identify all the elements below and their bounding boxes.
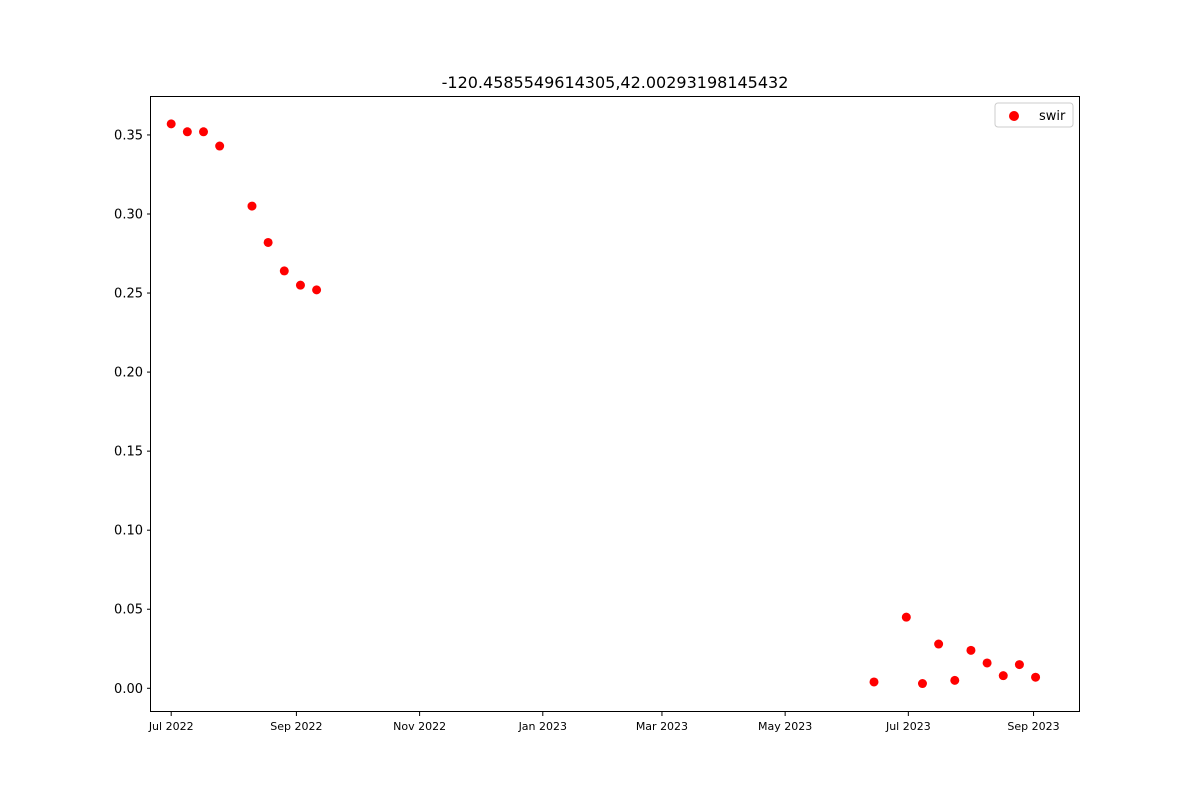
data-point	[215, 141, 225, 151]
y-axis: 0.00 0.05 0.10 0.15 0.20 0.25 0.30 0.35	[114, 128, 151, 697]
data-points	[166, 119, 1041, 689]
data-point	[1031, 672, 1041, 682]
data-point	[998, 671, 1008, 681]
y-tick-label: 0.30	[114, 207, 143, 222]
x-axis: Jul 2022 Sep 2022 Nov 2022 Jan 2023 Mar 2023…	[148, 712, 1060, 733]
data-point	[966, 645, 976, 655]
data-point	[982, 658, 992, 668]
data-point	[901, 612, 911, 622]
data-point	[934, 639, 944, 649]
y-tick-label: 0.25	[114, 287, 143, 302]
y-tick-label: 0.35	[114, 128, 143, 143]
data-point	[1014, 660, 1024, 670]
x-tick-label: Mar 2023	[636, 720, 688, 733]
legend-label: swir	[1039, 109, 1066, 124]
chart-title: -120.4585549614305,42.00293198145432	[442, 73, 789, 92]
x-tick-label: Jul 2022	[148, 720, 194, 733]
y-tick-label: 0.15	[114, 445, 143, 460]
data-point	[182, 127, 192, 137]
legend-box	[994, 102, 1074, 128]
data-point	[950, 675, 960, 685]
y-tick-label: 0.00	[114, 682, 143, 697]
data-point	[279, 266, 289, 276]
y-tick-label: 0.05	[114, 603, 143, 618]
data-point	[247, 201, 257, 211]
x-tick-label: Jan 2023	[518, 720, 567, 733]
data-point	[199, 127, 209, 137]
data-point	[869, 677, 879, 687]
x-tick-label: Jul 2023	[885, 720, 931, 733]
legend: swir	[994, 102, 1074, 128]
data-point	[917, 679, 927, 689]
data-point	[312, 285, 322, 295]
x-tick-label: May 2023	[758, 720, 812, 733]
y-tick-label: 0.20	[114, 366, 143, 381]
x-tick-label: Nov 2022	[393, 720, 446, 733]
x-tick-label: Sep 2023	[1007, 720, 1059, 733]
data-point	[263, 237, 273, 247]
x-tick-label: Sep 2022	[270, 720, 322, 733]
data-point	[166, 119, 176, 129]
legend-marker	[1009, 111, 1019, 121]
y-tick-label: 0.10	[114, 524, 143, 539]
data-point	[295, 280, 305, 290]
plot-area-frame	[150, 96, 1080, 712]
